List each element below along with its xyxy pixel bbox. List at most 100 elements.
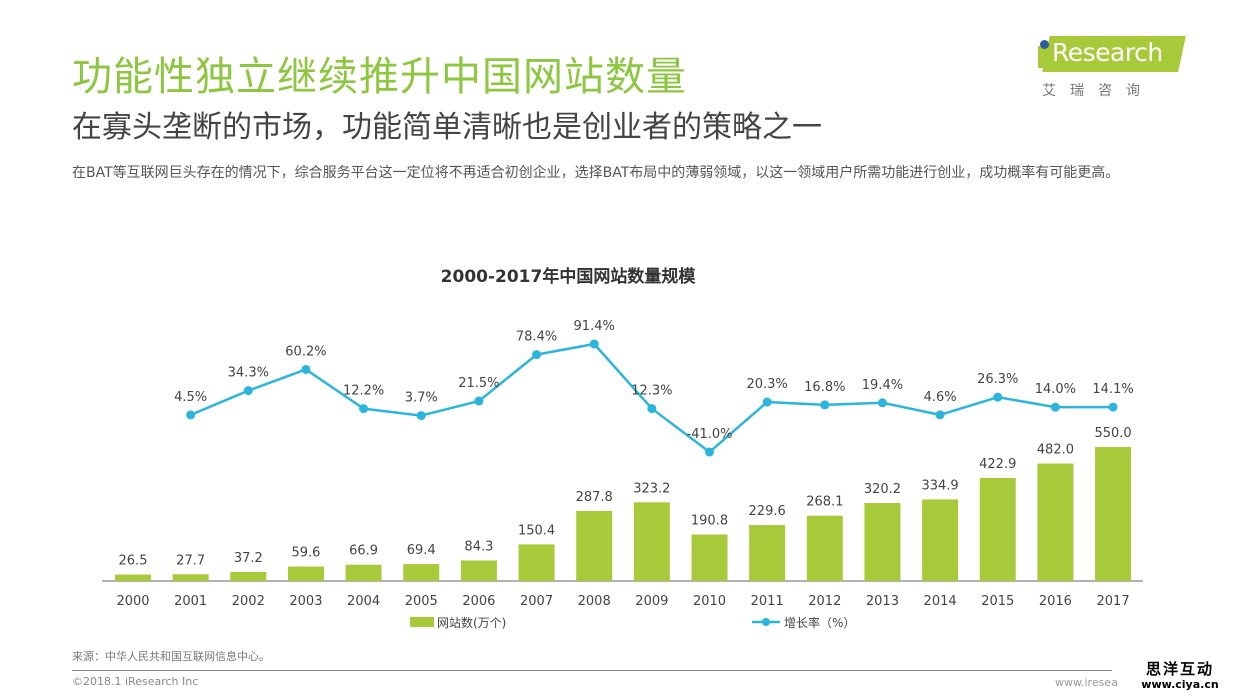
x-tick-2002: 2002: [232, 594, 265, 609]
logo-dot-icon: [1040, 40, 1049, 49]
line-point-2003: [301, 364, 311, 374]
bar-label-2013: 320.2: [864, 482, 901, 497]
bar-2015: [979, 477, 1016, 581]
line-point-2004: [359, 404, 369, 414]
bar-2006: [460, 560, 497, 581]
footer-divider: [72, 670, 1112, 671]
website-url: www.iresea: [1055, 676, 1118, 689]
x-tick-2007: 2007: [520, 594, 553, 609]
line-label-2003: 60.2%: [285, 344, 326, 359]
line-point-2014: [935, 410, 945, 420]
bar-2003: [287, 566, 324, 581]
bar-label-2015: 422.9: [979, 457, 1016, 472]
line-point-2012: [820, 400, 830, 410]
bar-label-2011: 229.6: [749, 504, 786, 519]
line-point-2005: [416, 411, 426, 421]
bar-label-2001: 27.7: [176, 553, 205, 568]
line-label-2014: 4.6%: [924, 390, 957, 405]
line-point-2011: [762, 397, 772, 407]
x-tick-2005: 2005: [405, 594, 438, 609]
bar-2001: [172, 574, 209, 581]
bar-2004: [345, 564, 382, 581]
bar-2017: [1095, 447, 1132, 581]
line-point-2001: [186, 410, 196, 420]
page-subtitle: 在寡头垄断的市场，功能简单清晰也是创业者的策略之一: [72, 110, 822, 145]
bar-2014: [922, 499, 959, 581]
bar-2005: [403, 564, 440, 581]
line-point-2016: [1050, 402, 1060, 412]
line-point-2013: [877, 398, 887, 408]
bar-label-2003: 59.6: [291, 545, 320, 560]
line-point-2007: [532, 350, 542, 360]
bar-label-2008: 287.8: [576, 490, 613, 505]
bar-label-2007: 150.4: [518, 523, 555, 538]
iresearch-logo: Research 艾瑞咨询: [1036, 32, 1186, 102]
legend-line-marker: [762, 618, 770, 626]
line-point-2009: [647, 404, 657, 414]
bar-2012: [806, 515, 843, 581]
bar-2008: [576, 510, 613, 581]
bar-label-2006: 84.3: [464, 539, 493, 554]
line-label-2009: 12.3%: [631, 384, 672, 399]
bar-label-2016: 482.0: [1037, 443, 1074, 458]
bar-2010: [691, 534, 728, 581]
x-tick-2017: 2017: [1097, 594, 1130, 609]
bar-2002: [230, 571, 267, 581]
x-tick-2013: 2013: [866, 594, 899, 609]
x-tick-2014: 2014: [924, 594, 957, 609]
logo-brand-text: Research: [1052, 38, 1163, 67]
page-title: 功能性独立继续推升中国网站数量: [72, 54, 687, 100]
bar-label-2000: 26.5: [119, 554, 148, 569]
x-tick-2001: 2001: [174, 594, 207, 609]
line-label-2001: 4.5%: [174, 390, 207, 405]
line-label-2012: 16.8%: [804, 380, 845, 395]
logo-subtext: 艾瑞咨询: [1042, 83, 1154, 99]
x-tick-2008: 2008: [578, 594, 611, 609]
copyright: ©2018.1 iResearch Inc: [72, 675, 199, 688]
chart-title: 2000-2017年中国网站数量规模: [440, 267, 696, 287]
line-label-2006: 21.5%: [458, 376, 499, 391]
legend-line-label: 增长率（%）: [784, 615, 855, 630]
line-point-2015: [993, 392, 1003, 402]
x-tick-2010: 2010: [693, 594, 726, 609]
bar-2009: [633, 502, 670, 581]
page-description: 在BAT等互联网巨头存在的情况下，综合服务平台这一定位将不再适合初创企业，选择B…: [72, 165, 1120, 181]
line-label-2005: 3.7%: [405, 391, 438, 406]
watermark-name: 思洋互动: [1145, 660, 1214, 678]
bar-label-2017: 550.0: [1094, 426, 1131, 441]
line-label-2010: -41.0%: [687, 427, 733, 442]
bar-label-2014: 334.9: [921, 478, 958, 493]
line-label-2007: 78.4%: [516, 330, 557, 345]
bar-label-2002: 37.2: [234, 551, 263, 566]
bar-label-2005: 69.4: [407, 543, 436, 558]
legend-bar-swatch: [410, 617, 434, 627]
line-label-2004: 12.2%: [343, 384, 384, 399]
line-point-2002: [243, 386, 253, 396]
x-tick-2009: 2009: [635, 594, 668, 609]
line-label-2002: 34.3%: [228, 366, 269, 381]
bar-2000: [115, 574, 151, 581]
bar-label-2010: 190.8: [691, 514, 728, 529]
line-label-2017: 14.1%: [1092, 382, 1133, 397]
bar-label-2012: 268.1: [806, 495, 843, 510]
line-label-2013: 19.4%: [862, 378, 903, 393]
x-tick-2011: 2011: [751, 594, 784, 609]
bar-label-2009: 323.2: [633, 481, 670, 496]
line-point-2006: [474, 396, 484, 406]
source-note: 来源：中华人民共和国互联网信息中心。: [72, 650, 270, 663]
bar-2007: [518, 544, 555, 581]
line-point-2010: [705, 447, 714, 457]
line-label-2011: 20.3%: [746, 377, 787, 392]
x-tick-2000: 2000: [116, 594, 149, 609]
bar-2011: [749, 525, 786, 581]
bar-label-2004: 66.9: [349, 544, 378, 559]
line-point-2017: [1108, 402, 1118, 412]
x-tick-2006: 2006: [462, 594, 495, 609]
bar-2013: [864, 502, 901, 581]
logo-i-stem: [1038, 46, 1047, 68]
x-tick-2012: 2012: [808, 594, 841, 609]
watermark: 思洋互动 www.ciya.cn: [1130, 660, 1230, 692]
line-point-2008: [589, 339, 599, 349]
line-label-2016: 14.0%: [1035, 382, 1076, 397]
